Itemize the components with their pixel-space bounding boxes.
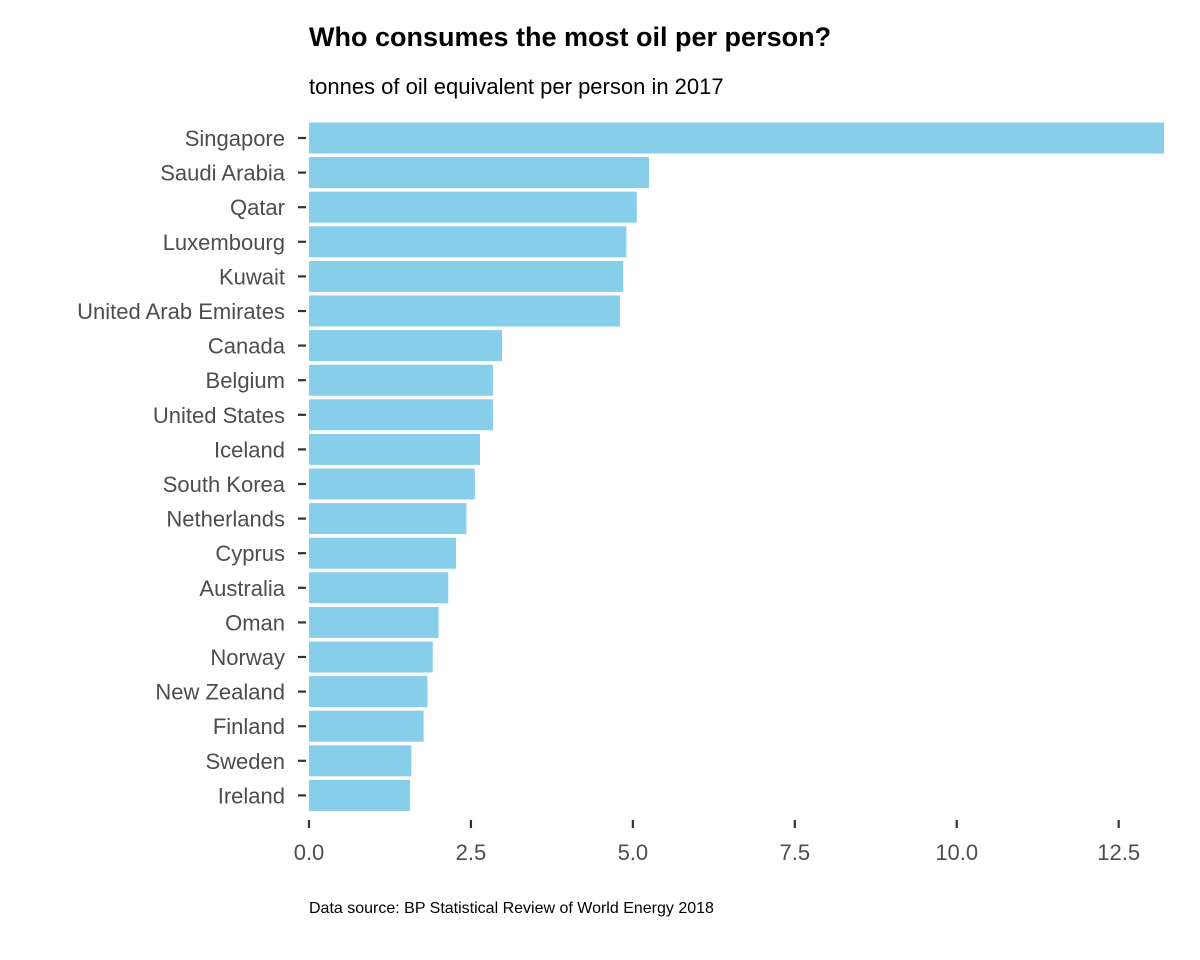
- bar-singapore: [309, 122, 1164, 154]
- x-tick-label: 2.5: [456, 840, 487, 865]
- category-label: Finland: [213, 714, 285, 739]
- x-tick-label: 12.5: [1097, 840, 1140, 865]
- category-label: Luxembourg: [163, 230, 285, 255]
- category-label: Oman: [225, 610, 285, 635]
- category-label: Belgium: [206, 368, 285, 393]
- chart-subtitle: tonnes of oil equivalent per person in 2…: [309, 74, 724, 99]
- bar-norway: [309, 641, 433, 673]
- bar-ireland: [309, 779, 411, 811]
- category-label: Qatar: [230, 195, 285, 220]
- bar-luxembourg: [309, 226, 627, 258]
- bars-layer: [309, 122, 1164, 811]
- bar-new-zealand: [309, 676, 428, 708]
- bar-netherlands: [309, 503, 467, 535]
- category-label: Sweden: [205, 749, 285, 774]
- chart-caption: Data source: BP Statistical Review of Wo…: [309, 900, 714, 917]
- bar-sweden: [309, 745, 412, 777]
- bar-australia: [309, 572, 449, 604]
- category-label: Australia: [199, 576, 285, 601]
- category-label: Norway: [210, 645, 285, 670]
- x-tick-label: 5.0: [618, 840, 649, 865]
- bar-cyprus: [309, 537, 457, 569]
- category-label: Iceland: [214, 437, 285, 462]
- category-label: South Korea: [163, 472, 286, 497]
- x-axis: 0.0 2.5 5.0 7.5 10.0 12.5: [294, 820, 1140, 865]
- category-label: New Zealand: [155, 680, 285, 705]
- x-tick-label: 0.0: [294, 840, 325, 865]
- category-label: Kuwait: [219, 264, 285, 289]
- category-labels: Singapore Saudi Arabia Qatar Luxembourg Kuwa…: [77, 126, 306, 808]
- bar-iceland: [309, 433, 480, 465]
- category-label: Ireland: [218, 783, 285, 808]
- bar-oman: [309, 606, 439, 638]
- category-label: Netherlands: [166, 507, 285, 532]
- category-label: United States: [153, 403, 285, 428]
- bar-qatar: [309, 191, 637, 223]
- category-label: United Arab Emirates: [77, 299, 285, 324]
- x-tick-label: 7.5: [779, 840, 810, 865]
- bar-canada: [309, 330, 503, 362]
- bar-south-korea: [309, 468, 475, 500]
- category-label: Canada: [208, 334, 286, 359]
- bar-united-arab-emirates: [309, 295, 620, 327]
- category-label: Cyprus: [215, 541, 285, 566]
- category-label: Singapore: [185, 126, 285, 151]
- bar-belgium: [309, 364, 493, 396]
- bar-saudi-arabia: [309, 157, 650, 189]
- x-tick-label: 10.0: [935, 840, 978, 865]
- bar-united-states: [309, 399, 493, 431]
- bar-finland: [309, 710, 424, 742]
- bar-kuwait: [309, 260, 624, 292]
- chart-title: Who consumes the most oil per person?: [309, 22, 832, 52]
- category-label: Saudi Arabia: [160, 161, 286, 186]
